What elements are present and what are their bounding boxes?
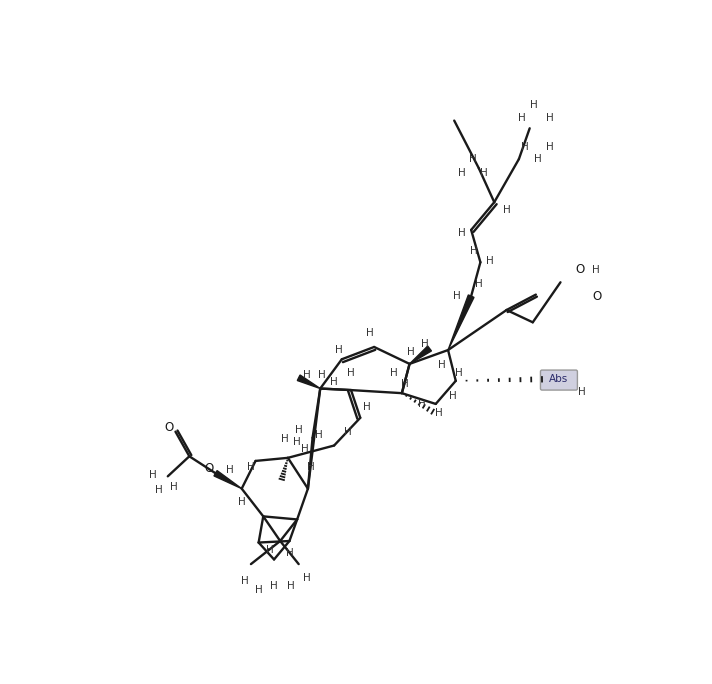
Text: H: H [546, 112, 553, 122]
Text: H: H [301, 444, 309, 453]
Text: H: H [335, 345, 342, 355]
Text: H: H [366, 328, 373, 338]
Text: H: H [486, 256, 493, 265]
Text: H: H [546, 142, 553, 152]
Text: H: H [390, 368, 398, 378]
Text: H: H [255, 586, 263, 595]
Text: H: H [503, 205, 511, 215]
Text: H: H [471, 246, 478, 256]
Polygon shape [298, 375, 320, 389]
Text: H: H [347, 368, 355, 378]
Text: H: H [149, 470, 156, 479]
Text: H: H [418, 399, 426, 409]
Text: H: H [407, 347, 415, 356]
Polygon shape [409, 346, 431, 364]
Text: H: H [449, 391, 456, 402]
Text: H: H [592, 265, 600, 275]
Text: H: H [293, 438, 301, 447]
Text: H: H [454, 291, 461, 301]
Text: H: H [270, 581, 278, 591]
Text: Abs: Abs [550, 374, 569, 384]
Polygon shape [448, 295, 474, 350]
Text: H: H [533, 154, 541, 164]
Text: H: H [468, 154, 476, 164]
Polygon shape [214, 471, 241, 488]
Text: H: H [307, 462, 315, 472]
Text: H: H [521, 142, 529, 152]
Text: H: H [578, 386, 586, 397]
Text: H: H [303, 369, 310, 380]
Text: H: H [286, 549, 293, 558]
Text: H: H [438, 360, 446, 371]
Text: O: O [593, 289, 602, 302]
Text: H: H [344, 427, 352, 436]
Text: H: H [287, 581, 295, 591]
Text: H: H [401, 379, 409, 389]
Text: O: O [205, 462, 214, 475]
Text: H: H [303, 573, 310, 583]
Text: H: H [318, 369, 325, 380]
Text: H: H [155, 485, 162, 495]
Text: O: O [576, 263, 585, 276]
Text: H: H [241, 576, 248, 586]
Text: H: H [435, 408, 443, 418]
Text: H: H [238, 497, 246, 507]
Text: H: H [455, 368, 463, 378]
Text: H: H [226, 465, 234, 475]
Text: H: H [421, 339, 429, 349]
Text: H: H [530, 100, 538, 110]
Text: H: H [247, 462, 255, 472]
FancyBboxPatch shape [540, 370, 577, 390]
Text: H: H [281, 434, 288, 445]
Text: H: H [458, 228, 466, 238]
Text: H: H [330, 378, 338, 387]
Text: H: H [362, 402, 370, 412]
Text: H: H [475, 279, 483, 289]
Text: H: H [295, 425, 303, 435]
Text: H: H [266, 545, 273, 555]
Text: H: H [480, 168, 487, 178]
Text: H: H [315, 430, 323, 440]
Text: H: H [518, 112, 526, 122]
Text: H: H [458, 168, 466, 178]
Text: H: H [170, 482, 178, 492]
Text: O: O [164, 421, 174, 434]
